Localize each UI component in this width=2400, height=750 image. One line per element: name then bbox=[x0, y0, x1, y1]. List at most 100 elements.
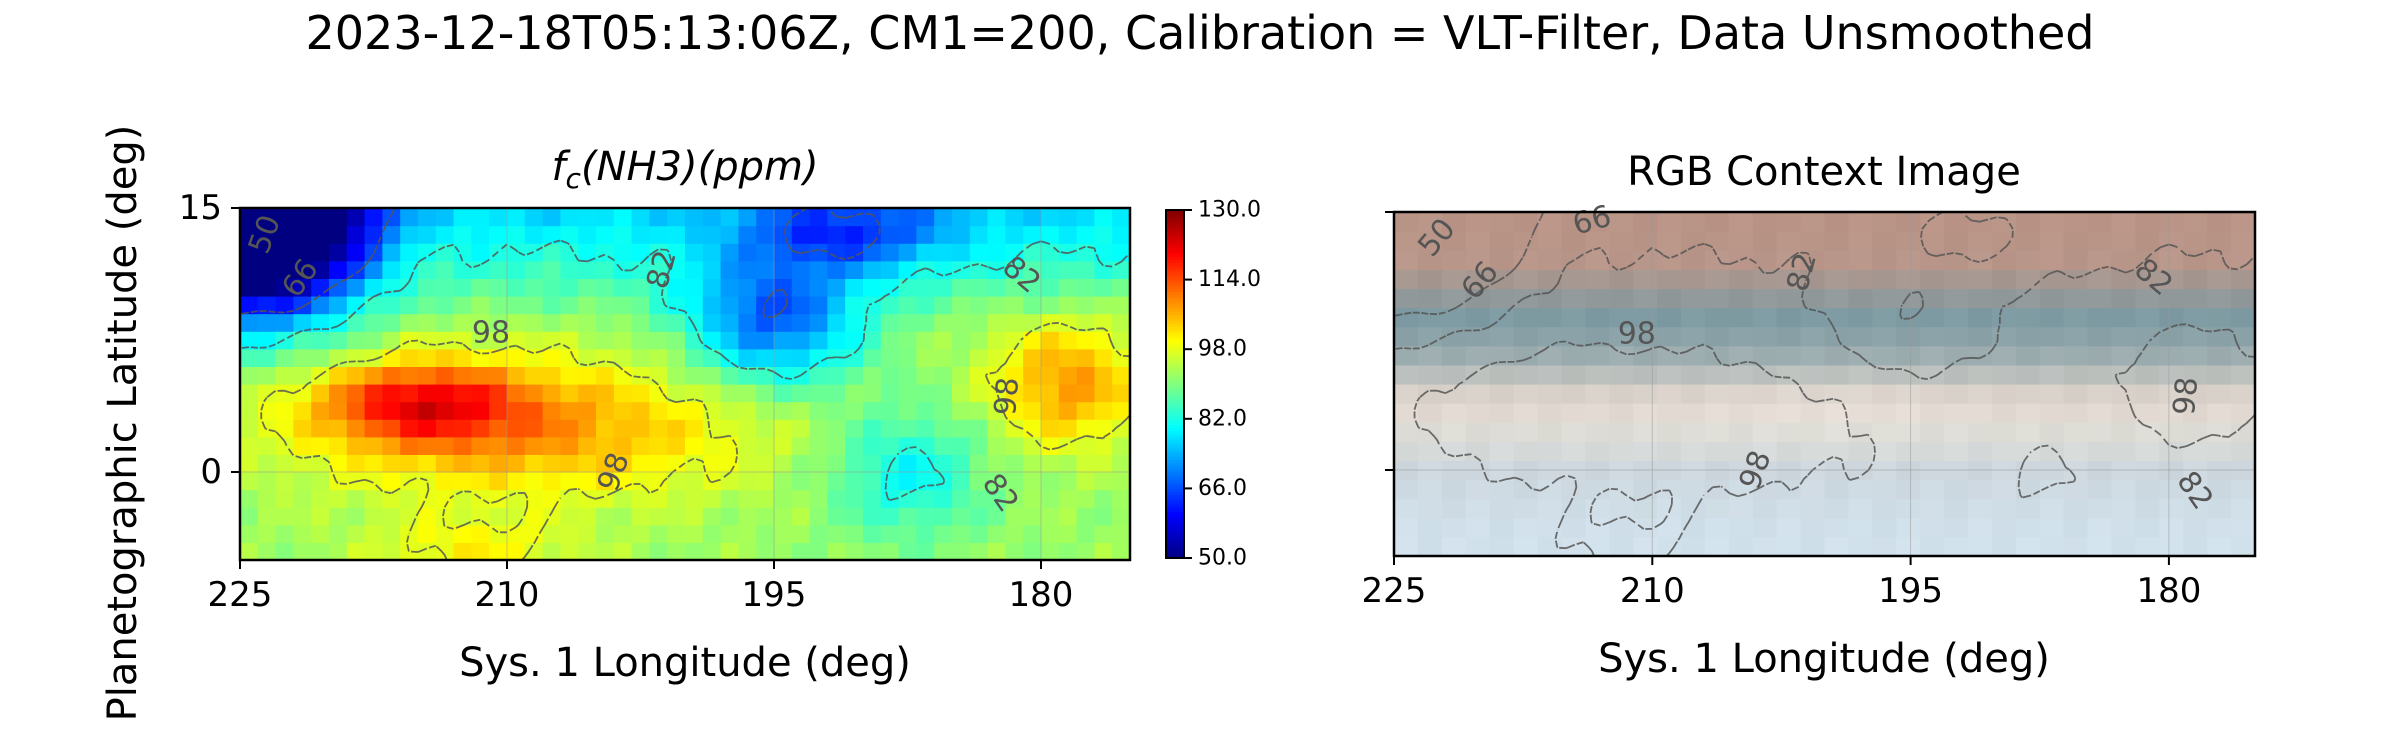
rgb-cell bbox=[2039, 536, 2065, 557]
colorbar-segment bbox=[1166, 552, 1184, 556]
rgb-cell bbox=[1920, 231, 1945, 251]
colorbar-segment bbox=[1166, 305, 1184, 310]
colorbar-segment bbox=[1166, 317, 1184, 321]
heatmap-cell bbox=[809, 366, 828, 385]
heatmap-cell bbox=[471, 436, 490, 455]
rgb-cell bbox=[2111, 212, 2137, 232]
heatmap-cell bbox=[649, 331, 668, 350]
heatmap-cell bbox=[596, 401, 615, 420]
rgb-cell bbox=[1513, 403, 1539, 423]
colorbar-segment bbox=[1166, 540, 1184, 545]
heatmap-cell bbox=[524, 454, 544, 473]
rgb-cell bbox=[1489, 364, 1515, 385]
rgb-cell bbox=[1800, 441, 1826, 462]
heatmap-cell bbox=[364, 489, 383, 508]
heatmap-cell bbox=[1112, 331, 1131, 350]
rgb-cell bbox=[1752, 498, 1778, 519]
colorbar-segment bbox=[1166, 424, 1184, 429]
heatmap-cell bbox=[418, 348, 437, 367]
rgb-cell bbox=[1513, 364, 1539, 385]
rgb-cell bbox=[1776, 326, 1802, 347]
heatmap-cell bbox=[1005, 436, 1024, 455]
colorbar-segment bbox=[1166, 462, 1184, 466]
colorbar-segment bbox=[1166, 450, 1184, 455]
y-tick-label: 0 bbox=[200, 452, 222, 492]
heatmap-cell bbox=[293, 436, 312, 455]
heatmap-cell bbox=[400, 331, 419, 350]
heatmap-cell bbox=[649, 419, 668, 438]
heatmap-cell bbox=[774, 436, 793, 455]
rgb-cell bbox=[2135, 269, 2160, 290]
rgb-cell bbox=[2087, 326, 2113, 347]
heatmap-cell bbox=[435, 260, 455, 279]
heatmap-cell bbox=[524, 507, 544, 526]
heatmap-cell bbox=[418, 524, 437, 543]
rgb-y-ticks bbox=[1385, 211, 1394, 471]
y-tick-label: 15 bbox=[179, 188, 222, 228]
rgb-cell bbox=[1417, 307, 1443, 328]
heatmap-cell bbox=[293, 331, 312, 350]
heatmap-cell bbox=[969, 419, 989, 438]
colorbar-segment bbox=[1166, 508, 1184, 513]
heatmap-cell bbox=[524, 243, 544, 262]
heatmap-cell bbox=[257, 208, 277, 227]
rgb-cell bbox=[1681, 479, 1706, 500]
heatmap-cell bbox=[346, 278, 366, 297]
rgb-cell bbox=[1537, 498, 1563, 519]
heatmap-cell bbox=[1076, 331, 1095, 350]
heatmap-cell bbox=[845, 472, 864, 491]
heatmap-cell bbox=[791, 331, 811, 350]
rgb-cell bbox=[2039, 250, 2065, 270]
rgb-cell bbox=[2183, 269, 2208, 290]
heatmap-cell bbox=[400, 436, 419, 455]
rgb-cell bbox=[1441, 403, 1467, 423]
heatmap-cell bbox=[471, 524, 490, 543]
rgb-cell bbox=[1394, 250, 1419, 270]
rgb-cell bbox=[2135, 307, 2160, 328]
heatmap-cell bbox=[1076, 260, 1095, 279]
rgb-cell bbox=[2231, 364, 2256, 385]
heatmap-cell bbox=[756, 208, 775, 227]
heatmap-cell bbox=[791, 524, 811, 543]
rgb-cell bbox=[1561, 422, 1586, 442]
rgb-cell bbox=[2015, 250, 2041, 270]
rgb-cell bbox=[1537, 269, 1563, 290]
heatmap-cell bbox=[560, 419, 579, 438]
rgb-cell bbox=[1848, 403, 1873, 423]
heatmap-cell bbox=[346, 243, 366, 262]
heatmap-cell bbox=[1112, 542, 1131, 561]
heatmap-cell bbox=[453, 331, 472, 350]
heatmap-cell bbox=[542, 489, 561, 508]
heatmap-cell bbox=[240, 419, 259, 438]
colorbar-segment bbox=[1166, 494, 1184, 498]
heatmap-cell bbox=[524, 348, 544, 367]
heatmap-cell bbox=[1076, 313, 1095, 332]
heatmap-cell bbox=[845, 401, 864, 420]
heatmap-cell bbox=[400, 366, 419, 385]
rgb-cell bbox=[1609, 326, 1634, 347]
rgb-cell bbox=[1896, 441, 1921, 462]
heatmap-cell bbox=[987, 489, 1006, 508]
heatmap-cell bbox=[240, 313, 259, 332]
heatmap-cell bbox=[934, 489, 953, 508]
heatmap-cell bbox=[507, 419, 526, 438]
heatmap-cell bbox=[1094, 243, 1113, 262]
heatmap-cell bbox=[257, 472, 277, 491]
rgb-cell bbox=[1609, 288, 1634, 309]
rgb-cell bbox=[2183, 250, 2208, 270]
heatmap-cell bbox=[489, 419, 508, 438]
heatmap-cell bbox=[863, 366, 882, 385]
colorbar-segment bbox=[1166, 473, 1184, 478]
rgb-cell bbox=[1800, 536, 1826, 557]
heatmap-cell bbox=[827, 436, 846, 455]
rgb-cell bbox=[1465, 479, 1491, 500]
rgb-cell bbox=[2207, 517, 2232, 538]
heatmap-cell bbox=[667, 225, 686, 244]
rgb-cell bbox=[2015, 212, 2041, 232]
rgb-cell bbox=[2087, 403, 2113, 423]
colorbar-segment bbox=[1166, 479, 1184, 484]
heatmap-cell bbox=[934, 524, 953, 543]
rgb-cell bbox=[2039, 326, 2065, 347]
heatmap-cell bbox=[845, 524, 864, 543]
